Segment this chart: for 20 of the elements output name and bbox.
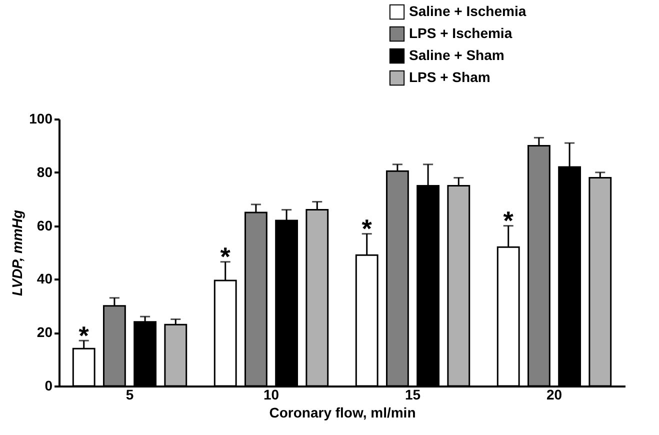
annotation: * [503,205,514,236]
y-tick-label: 100 [29,110,53,126]
y-tick-label: 60 [36,217,53,234]
x-tick-label: 15 [404,386,421,402]
annotation: * [220,242,232,272]
y-tick-label: 40 [36,270,53,287]
y-tick-label: 0 [44,378,53,394]
x-tick-label: 10 [263,386,280,402]
y-tick-label: 20 [36,324,53,340]
x-axis-title: Coronary flow, ml/min [269,404,416,420]
y-axis-title: LVDP, mmHg [9,210,26,296]
legend-label: LPS + Sham [409,69,490,85]
legend-label: Saline + Ischemia [409,3,526,19]
legend-label: LPS + Ischemia [409,25,512,41]
annotation: * [78,320,90,350]
x-tick-label: 5 [126,386,134,402]
annotation: * [362,213,373,244]
x-tick-label: 20 [546,386,562,402]
y-tick-label: 80 [36,164,53,180]
legend-label: Saline + Sham [409,47,504,63]
